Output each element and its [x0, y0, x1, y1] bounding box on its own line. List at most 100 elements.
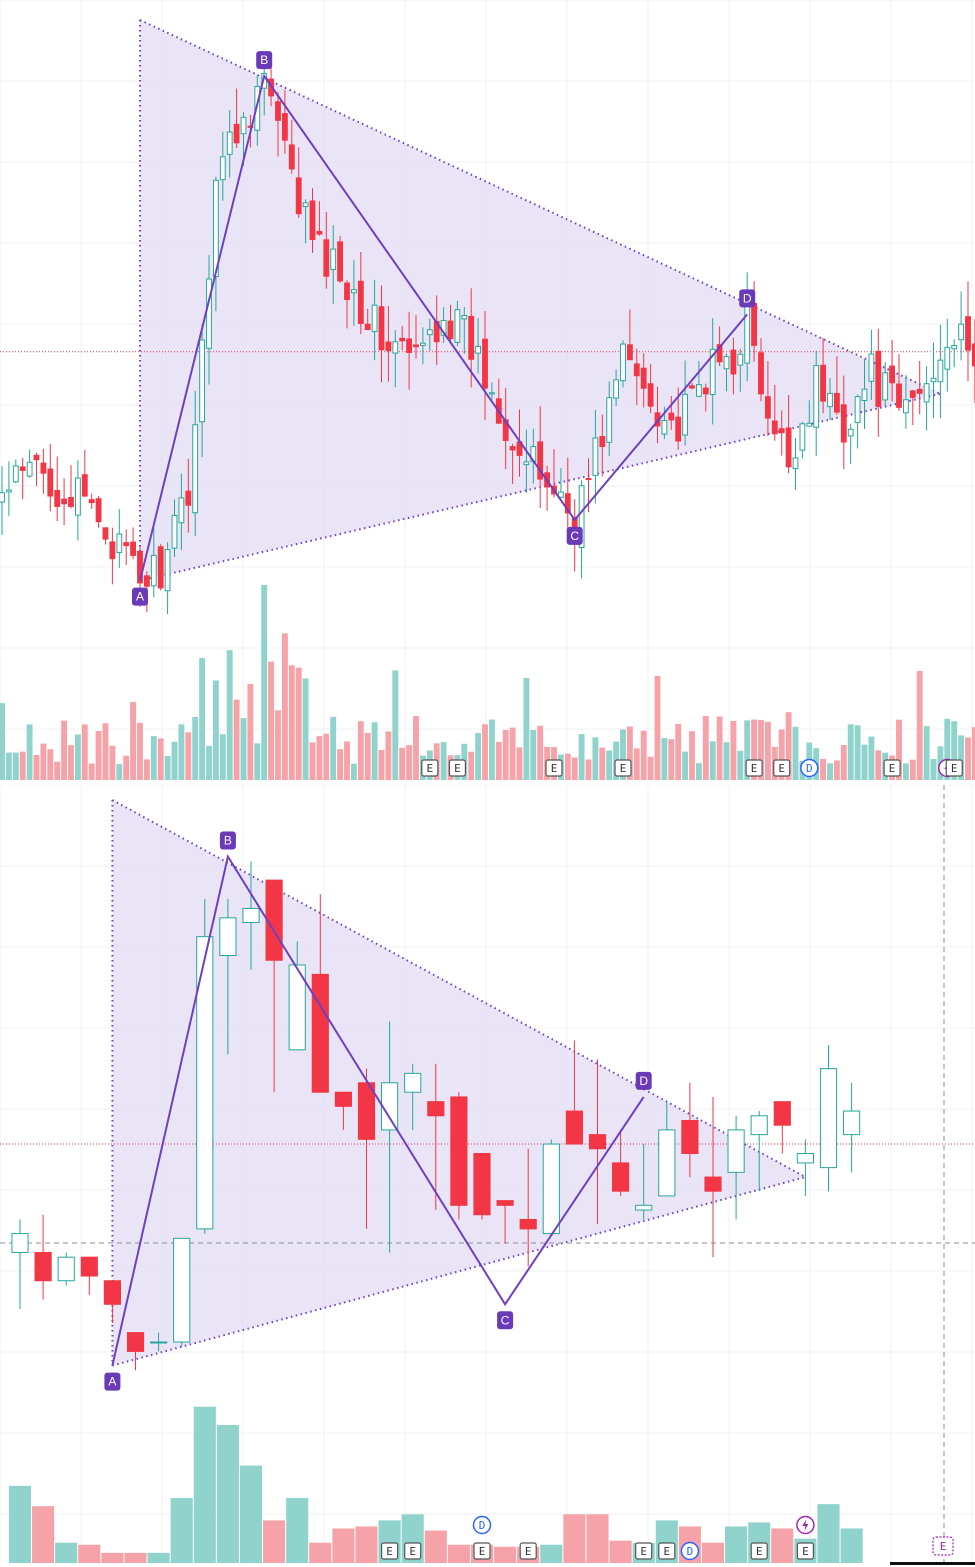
- volume-bar: [399, 747, 406, 780]
- candle-body: [635, 1204, 653, 1211]
- candle-body: [868, 353, 875, 382]
- volume-bar: [564, 753, 571, 780]
- point-label-b: B: [219, 831, 236, 850]
- volume-bar: [930, 758, 937, 780]
- point-label-c: C: [497, 1311, 514, 1330]
- candle-down: [337, 235, 344, 283]
- earnings-icon-letter: E: [751, 762, 758, 775]
- volume-bar: [0, 703, 5, 780]
- earnings-icon: E: [614, 759, 632, 777]
- candle-up: [958, 291, 965, 361]
- volume-bar: [923, 726, 930, 780]
- candle-up: [523, 429, 530, 493]
- candle-down: [482, 311, 488, 420]
- volume-bar: [54, 761, 61, 780]
- dividend-icon: D: [680, 1541, 700, 1561]
- candle-body: [847, 428, 854, 437]
- earnings-icon-box: [473, 1542, 491, 1560]
- volume-bar: [137, 722, 143, 780]
- volume-bar: [68, 745, 74, 780]
- candle-body: [334, 1091, 352, 1107]
- candle-up: [951, 339, 958, 368]
- volume-bar: [599, 747, 606, 780]
- point-label-text: D: [743, 291, 752, 305]
- candle-up: [5, 461, 12, 516]
- candle-body: [275, 101, 281, 121]
- candle-up: [792, 438, 799, 490]
- candle-up: [219, 898, 237, 1055]
- candle-down: [730, 337, 737, 395]
- candle-body: [419, 342, 426, 346]
- volume-bar: [309, 742, 316, 780]
- candle-body: [613, 379, 620, 399]
- candle-body: [668, 412, 675, 421]
- candle-body: [254, 85, 261, 131]
- candle-body: [588, 1134, 607, 1150]
- volume-bar: [337, 749, 344, 780]
- candle-body: [103, 1280, 121, 1305]
- candle-down: [704, 1096, 722, 1258]
- candle-body: [958, 323, 965, 341]
- candle-body: [288, 144, 295, 170]
- triangle-pattern-fill: [140, 20, 941, 581]
- point-label-bg: [497, 1311, 514, 1330]
- candle-body: [792, 457, 799, 469]
- candle-up: [592, 409, 599, 504]
- dividend-icon: D: [800, 758, 819, 778]
- volume-bar: [332, 1528, 355, 1563]
- point-label-text: D: [639, 1074, 648, 1088]
- earnings-icon-letter: E: [551, 762, 558, 775]
- earnings-icon-box: [773, 759, 791, 777]
- point-label-c: C: [566, 526, 583, 545]
- candle-down: [427, 1063, 445, 1211]
- candle-down: [288, 119, 295, 174]
- volume-bar: [240, 718, 247, 780]
- point-label-text: C: [570, 529, 579, 543]
- candle-body: [930, 377, 937, 383]
- candle-down: [357, 251, 364, 335]
- candle-up: [404, 1063, 422, 1130]
- candle-body: [427, 1101, 445, 1117]
- candle-down: [385, 306, 392, 382]
- candle-body: [413, 344, 419, 348]
- volume-bar: [902, 763, 909, 780]
- candle-up: [806, 400, 813, 427]
- candle-body: [295, 177, 302, 215]
- volume-bar: [540, 1544, 563, 1563]
- candle-up: [302, 199, 309, 244]
- candle-up: [861, 359, 868, 429]
- candle-up: [173, 1237, 191, 1347]
- volume-bar: [219, 734, 226, 780]
- volume-bar: [792, 726, 799, 780]
- candle-body: [702, 387, 709, 395]
- candle-body: [173, 1237, 191, 1343]
- candle-body: [378, 306, 385, 351]
- volume-bar: [123, 755, 130, 780]
- candle-down: [103, 1280, 121, 1324]
- candle-down: [758, 338, 764, 402]
- point-label-b: B: [256, 51, 273, 70]
- volume-bar: [316, 736, 323, 780]
- candle-body: [592, 437, 599, 476]
- volume-bar: [516, 747, 523, 780]
- earnings-icon: E: [381, 1542, 399, 1560]
- candle-body: [585, 478, 592, 481]
- candle-body: [196, 936, 214, 1230]
- top-price-chart[interactable]: A B C D E E E E E E D E E: [0, 0, 975, 785]
- earnings-icon: E: [745, 759, 763, 777]
- point-label-d: D: [635, 1071, 652, 1090]
- candle-down: [564, 457, 571, 536]
- volume-bar: [233, 699, 240, 780]
- volume-bar: [88, 763, 95, 780]
- volume-bar: [371, 722, 378, 780]
- candle-body: [461, 314, 468, 320]
- volume-bar: [157, 738, 164, 780]
- candle-body: [150, 554, 157, 587]
- earnings-icon: E: [421, 759, 439, 777]
- candle-up: [74, 460, 81, 541]
- candle-body: [612, 1162, 630, 1192]
- volume-bar: [406, 745, 413, 780]
- candle-body: [311, 973, 329, 1093]
- volume-bar: [744, 720, 751, 780]
